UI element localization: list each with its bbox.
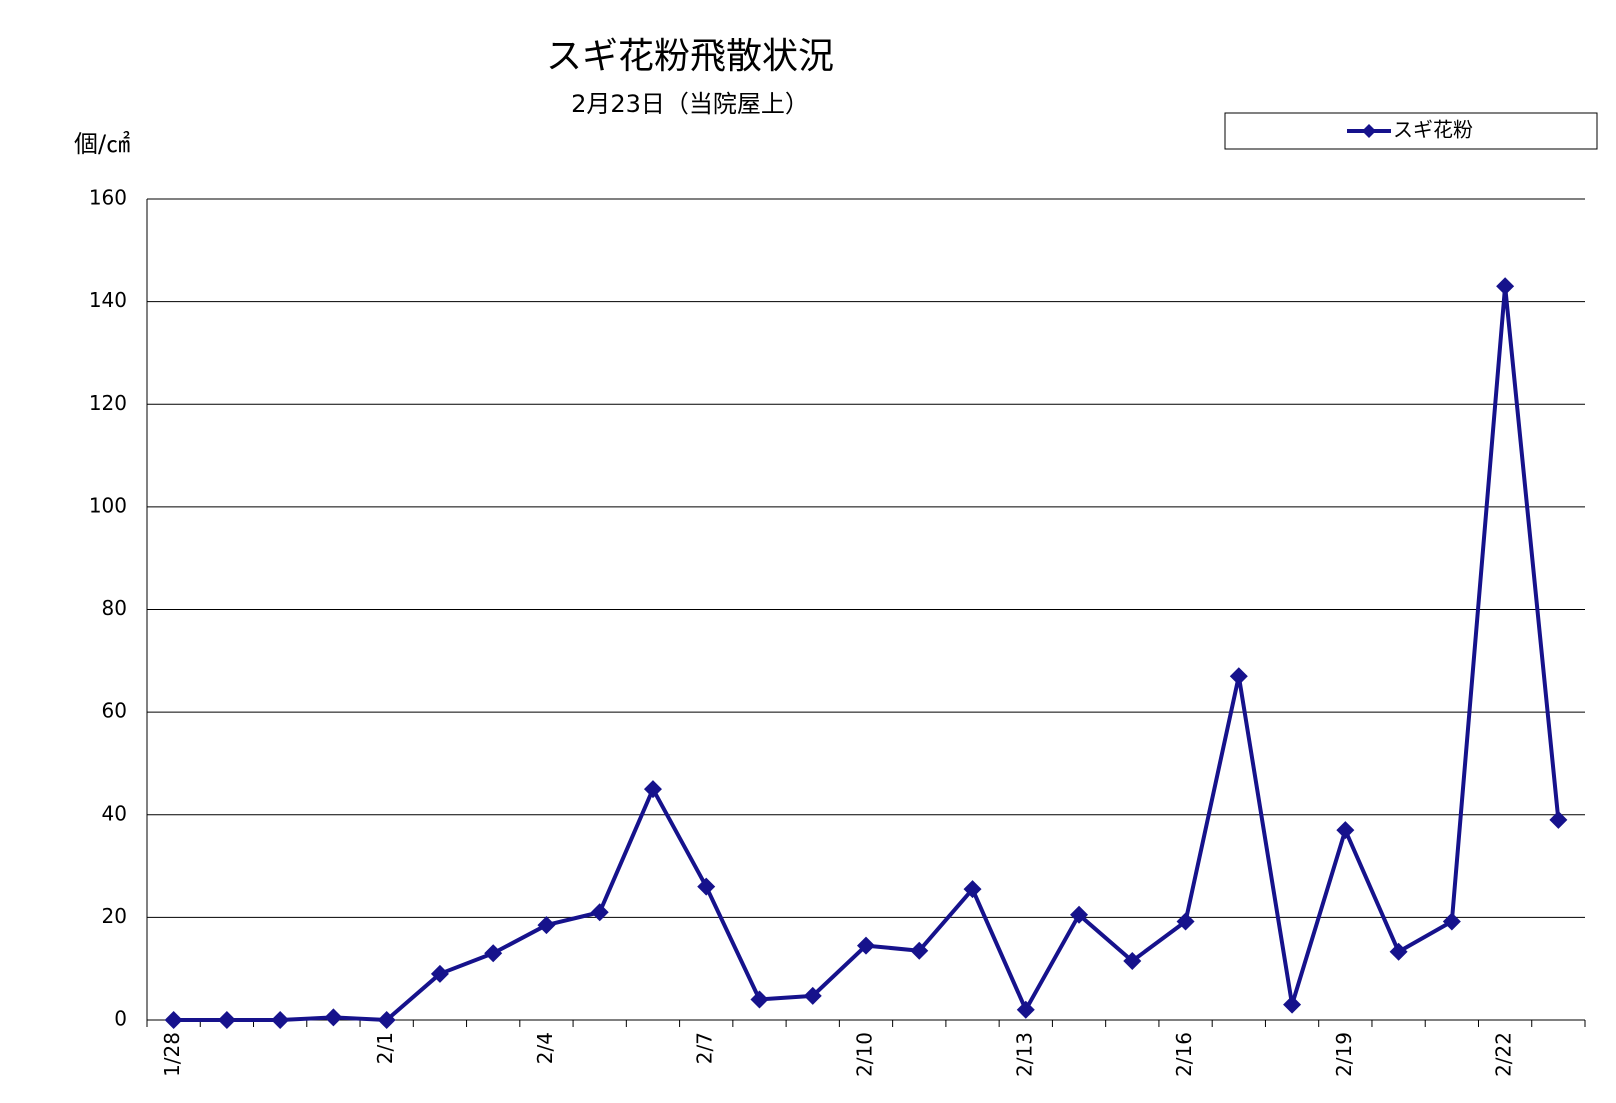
data-point [1389,942,1408,961]
data-point [590,903,609,922]
data-point [377,1011,396,1029]
y-tick-label: 160 [89,186,127,210]
data-point [164,1011,183,1029]
data-point [537,916,556,935]
data-point [857,936,875,955]
x-tick-label: 2/7 [693,1032,717,1064]
data-point [217,1011,236,1029]
data-point [1070,905,1089,924]
y-axis-label: 個/㎠ [74,130,130,158]
data-point [1016,1000,1035,1019]
x-tick-label: 1/28 [160,1032,184,1077]
x-tick-label: 2/10 [853,1032,877,1077]
y-tick-label: 140 [89,288,127,312]
y-tick-label: 100 [89,493,127,517]
y-tick-label: 60 [102,699,127,723]
data-point [1176,912,1195,931]
y-tick-label: 40 [102,801,127,825]
data-point [1283,995,1302,1014]
data-point [803,986,822,1005]
data-point [910,941,929,960]
x-tick-label: 2/13 [1012,1032,1036,1077]
y-tick-label: 20 [102,904,127,928]
legend-marker [1362,124,1376,138]
data-point [963,880,982,899]
data-point [324,1008,343,1027]
data-point [1442,912,1461,931]
data-point [643,780,662,799]
y-tick-label: 0 [114,1007,127,1031]
data-point [271,1011,290,1029]
data-point [1123,951,1142,970]
x-tick-label: 2/16 [1172,1032,1196,1077]
legend-label: スギ花粉 [1393,118,1473,142]
y-tick-label: 120 [89,391,127,415]
chart-subtitle: 2月23日（当院屋上） [571,90,809,118]
x-tick-label: 2/1 [373,1032,397,1064]
data-point [484,944,503,963]
data-point [430,964,449,983]
data-point [1229,667,1248,686]
chart-title: スギ花粉飛散状況 [546,36,834,77]
data-point [750,990,769,1009]
data-point [697,877,716,896]
x-tick-label: 2/19 [1332,1032,1356,1077]
legend-box [1224,112,1598,150]
y-tick-label: 80 [102,596,127,620]
data-point [1496,277,1515,296]
x-tick-label: 2/22 [1492,1032,1516,1077]
x-tick-label: 2/4 [533,1032,557,1064]
data-point [1549,810,1568,829]
data-point [1336,821,1355,840]
